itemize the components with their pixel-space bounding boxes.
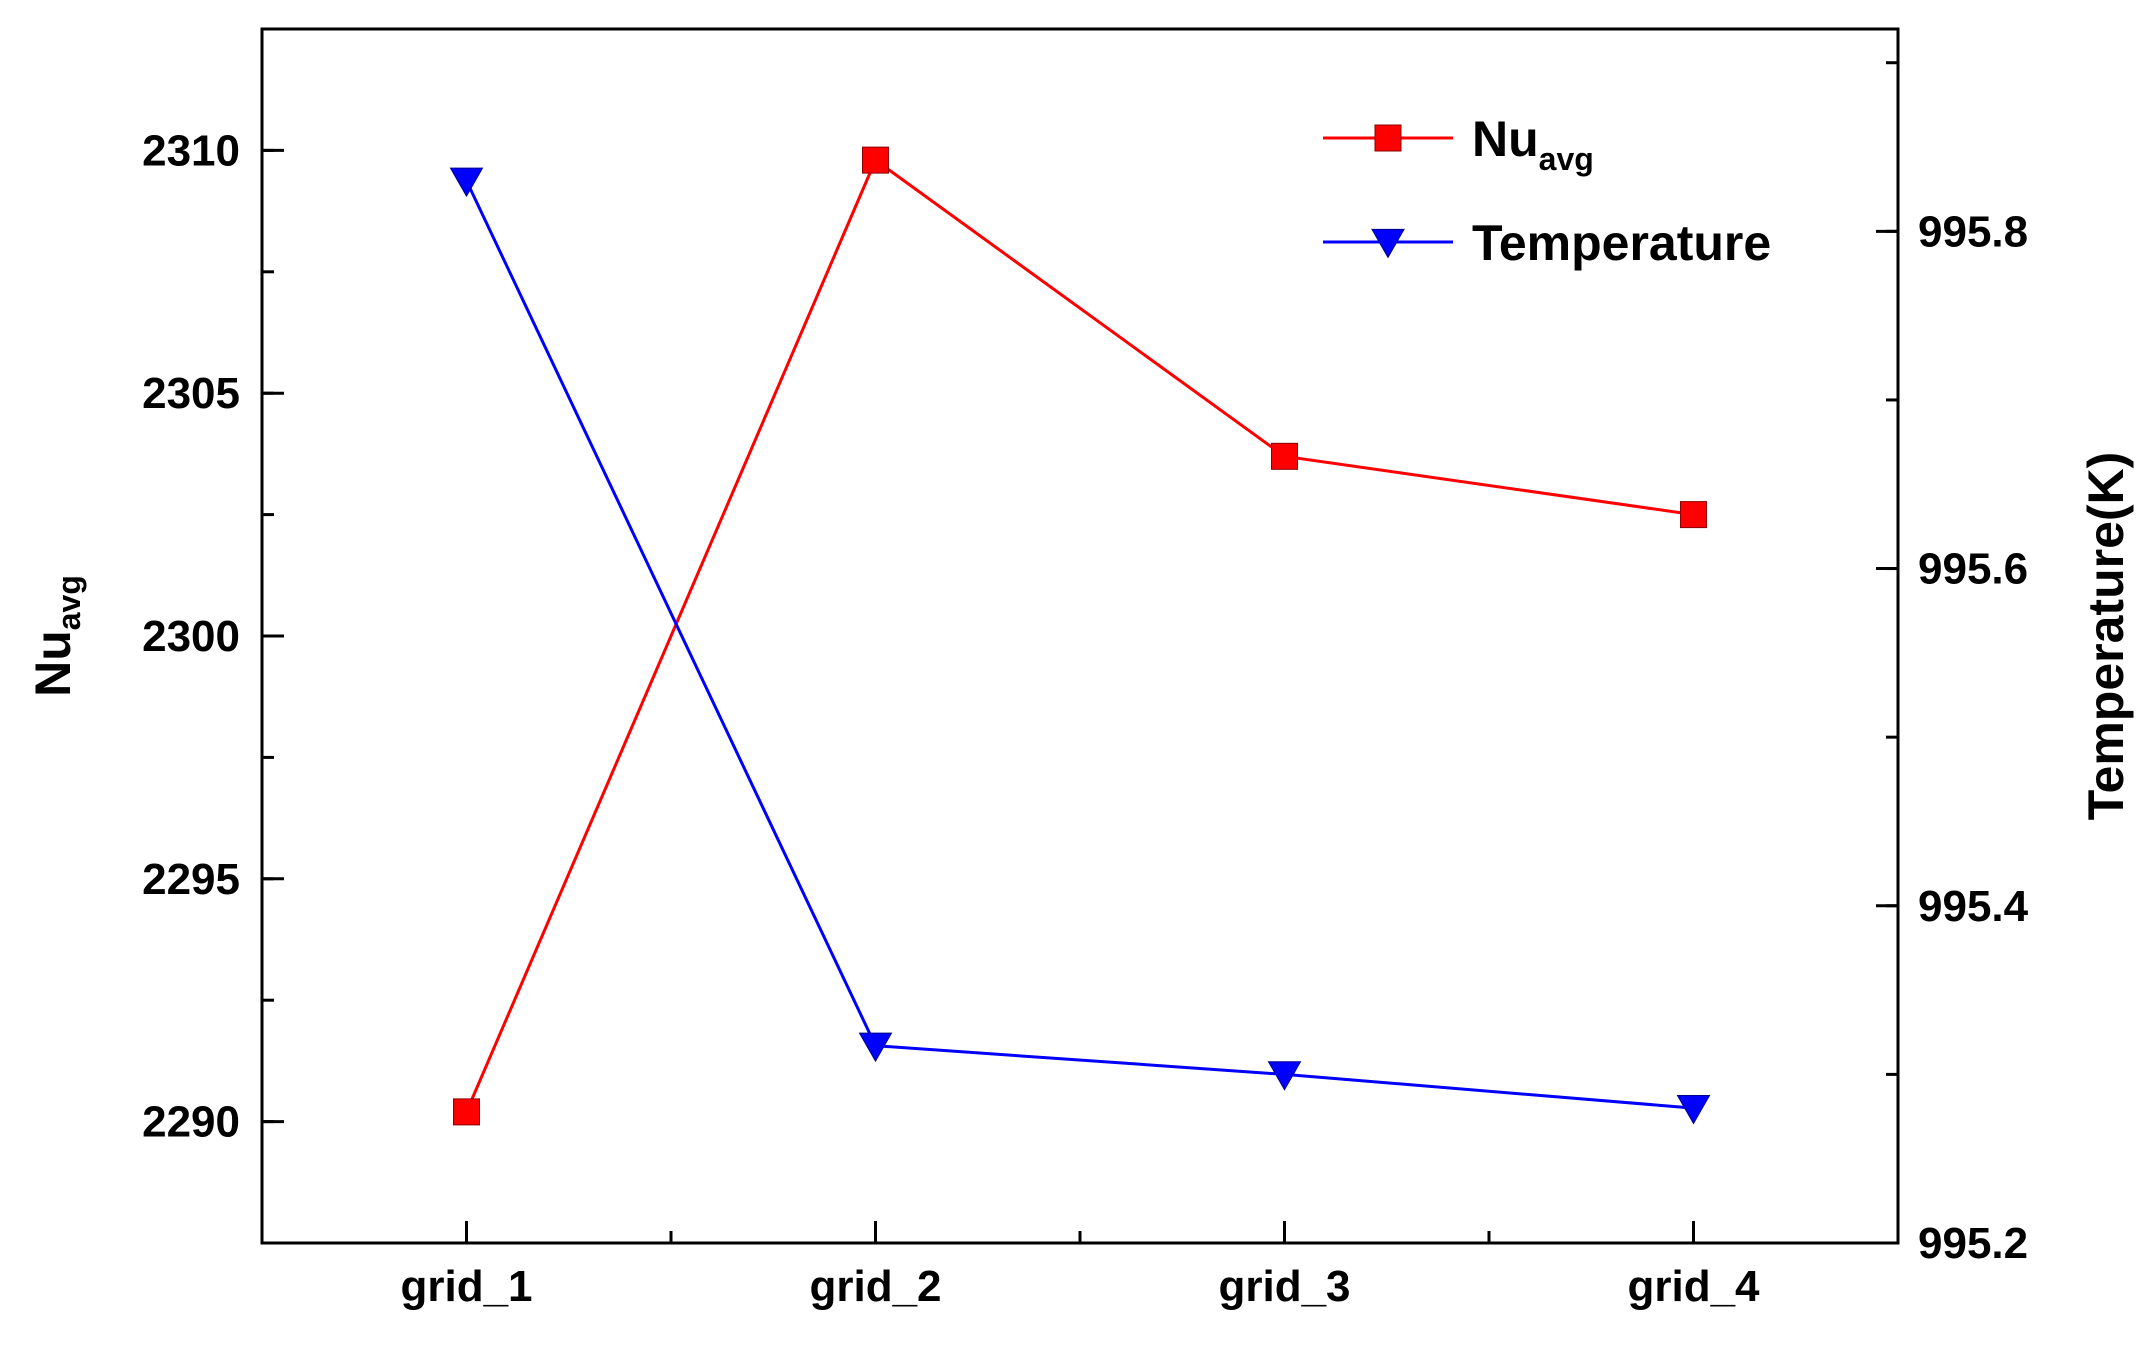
series-line-temperature [465,180,1694,1110]
y-axis-title-sub: avg [51,575,87,630]
y-tick-label: 2300 [142,612,240,661]
data-point-nu-avg-3 [1271,442,1298,470]
legend: Nuavg Temperature [1323,111,1771,271]
x-tick-label-grid-2: grid_2 [809,1262,941,1311]
legend-marker-nu-avg [1374,124,1402,152]
y2-tick-label: 995.4 [1918,882,2029,931]
y-tick-label: 2305 [142,369,240,418]
series-temperature [449,167,1711,1125]
series-line-nu-avg [465,157,1694,1113]
x-tick-label-grid-1: grid_1 [400,1262,532,1311]
y-tick-label: 2295 [142,855,240,904]
y-tick-label: 2290 [142,1098,240,1147]
x-tick-label-grid-4: grid_4 [1627,1262,1760,1311]
data-point-temperature-1 [449,167,484,198]
x-tick-label-grid-3: grid_3 [1218,1262,1350,1311]
data-point-nu-avg-1 [453,1098,480,1126]
x-axis-ticks: grid_1 grid_2 grid_3 grid_4 [260,1221,1900,1311]
y2-tick-label: 995.6 [1918,545,2028,594]
plot-frame [260,27,1900,1245]
legend-label-temperature: Temperature [1472,215,1771,271]
y2-tick-label: 995.2 [1918,1219,2028,1268]
legend-marker-temperature [1371,228,1405,259]
data-point-temperature-2 [858,1032,893,1063]
y2-tick-label: 995.8 [1918,207,2028,256]
series-layer [449,146,1711,1126]
y2-axis-title: Temperature(K) [2078,452,2134,821]
data-point-nu-avg-4 [1680,501,1707,529]
legend-label-nu-avg: Nuavg [1472,111,1594,177]
y-axis-title: Nuavg [25,575,87,697]
legend-label-base: Nu [1472,111,1539,167]
series-nu-avg [453,146,1707,1126]
y-axis-title-base: Nu [25,630,81,697]
legend-label-sub: avg [1539,141,1594,177]
data-point-temperature-3 [1267,1061,1302,1091]
y-tick-label: 2310 [142,126,240,175]
data-point-temperature-4 [1676,1095,1711,1125]
data-point-nu-avg-2 [862,146,889,174]
legend-label-base: Temperature [1472,215,1771,271]
y-axis-ticks: 2290 2295 2300 2305 2310 [142,27,284,1245]
